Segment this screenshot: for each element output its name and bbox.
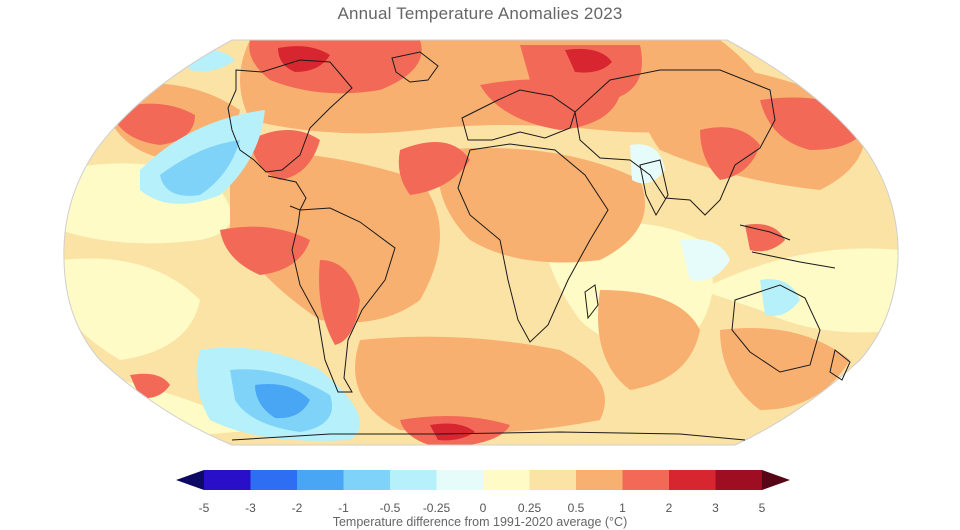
colorbar: -5 -3 -2 -1 -0.5 -0.25 0 0.25 0.5 1 2 3 5 [176,470,790,515]
colorbar-tick-label: 2 [666,501,673,515]
colorbar-tick-label: -5 [199,501,210,515]
coastline-europe [461,89,576,141]
anomaly-region-pale-pacific-s [63,258,200,360]
coastlines [227,51,851,441]
coastline-asia [574,69,776,216]
anomaly-region-red-north-america [250,130,320,180]
colorbar-blocks [204,470,763,490]
anomaly-region-red-maritime [745,224,785,252]
colorbar-tick-label: 0 [480,501,487,515]
anomaly-map-svg [63,39,899,446]
colorbar-block [576,470,623,490]
anomaly-region-cool-india [630,144,665,184]
anomaly-region-blue-south-pacific [255,384,310,419]
anomaly-region-coolblue-ne-pacific [160,140,240,196]
colorbar-block [204,470,251,490]
anomaly-map [63,39,899,446]
colorbar-block [297,470,344,490]
colorbar-label: Temperature difference from 1991-2020 av… [332,515,628,529]
coastline-india [639,159,669,217]
colorbar-block [436,470,484,490]
anomaly-region-red-north-atlantic [398,142,470,195]
colorbar-block [715,470,763,490]
coastline-new-zealand [829,349,851,381]
colorbar-low-extend [176,470,204,490]
anomaly-region-pale-sw-pacific [700,248,899,333]
coastline-madagascar [584,284,599,320]
coastline-north-america [227,59,353,173]
colorbar-tick-label: -1 [338,501,349,515]
anomaly-region-red-east-pacific [220,226,310,275]
anomaly-region-red-south-pacific [130,373,170,399]
coastline-indonesia [739,224,836,269]
colorbar-ticks: -5 -3 -2 -1 -0.5 -0.25 0 0.25 0.5 1 2 3 5 [199,501,766,515]
coastline-australia [731,284,821,373]
anomaly-region-cool-indian [680,239,730,281]
colorbar-tick-label: 0.5 [568,501,585,515]
colorbar-block [343,470,391,490]
anomaly-region-darkred-siberia [565,48,612,73]
anomaly-field [63,40,899,445]
coastline-central-america [267,175,307,211]
colorbar-block [529,470,577,490]
colorbar-tick-label: 5 [759,501,766,515]
colorbar-high-extend [762,470,790,490]
colorbar-block [250,470,298,490]
colorbar-tick-label: -3 [245,501,256,515]
colorbar-block [622,470,670,490]
colorbar-tick-label: 1 [619,501,626,515]
map-title: Annual Temperature Anomalies 2023 [337,4,623,23]
anomaly-region-red-north-pacific [110,103,195,145]
anomaly-region-orange-indian-south [598,290,700,390]
colorbar-tick-label: -2 [292,501,303,515]
anomaly-region-darkred-arctic [278,46,330,72]
globe-outline [63,39,899,446]
coastline-greenland [391,51,439,83]
colorbar-block [390,470,437,490]
anomaly-region-orange-south-atlantic [355,336,605,434]
coastline-antarctica [231,431,746,441]
colorbar-tick-label: 3 [712,501,719,515]
colorbar-block [483,470,530,490]
colorbar-block [669,470,716,490]
anomaly-region-red-south-america [319,260,360,345]
colorbar-tick-label: 0.25 [518,501,542,515]
colorbar-tick-label: -0.5 [380,501,401,515]
anomaly-region-red-east-asia [700,127,760,180]
coastline-south-america [291,207,396,393]
anomaly-region-darkred-south [430,423,475,441]
anomaly-region-orange-australia [720,328,850,410]
colorbar-tick-label: -0.25 [423,501,451,515]
anomaly-region-orange-americas [230,150,440,323]
coastline-africa [457,143,609,343]
